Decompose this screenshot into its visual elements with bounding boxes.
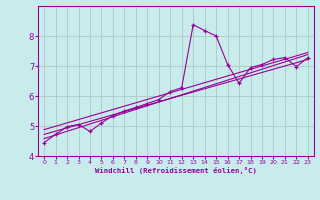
X-axis label: Windchill (Refroidissement éolien,°C): Windchill (Refroidissement éolien,°C): [95, 167, 257, 174]
